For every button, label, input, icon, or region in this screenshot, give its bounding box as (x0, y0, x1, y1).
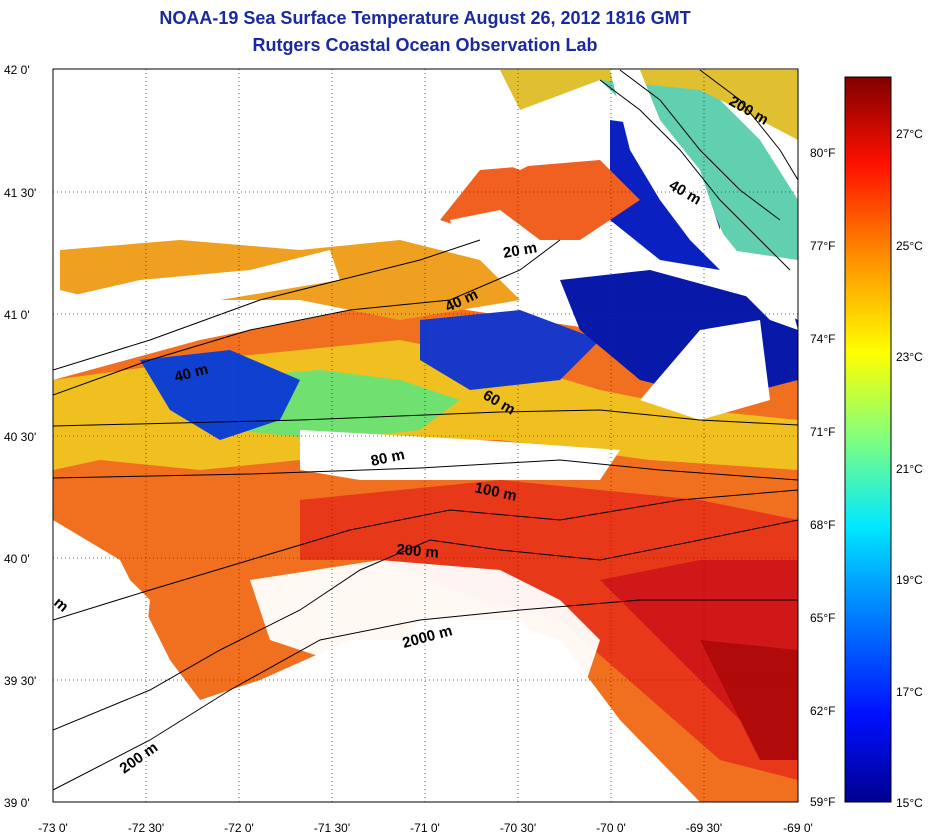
lon-label: -69 30' (686, 821, 722, 835)
map-subtitle: Rutgers Coastal Ocean Observation Lab (252, 35, 598, 55)
colorbar-gradient (844, 76, 892, 803)
lat-label: 42 0' (4, 63, 30, 77)
c-label: 19°C (896, 573, 923, 587)
lat-label: 41 0' (4, 308, 30, 322)
lon-label: -69 0' (783, 821, 813, 835)
f-label: 59°F (810, 795, 835, 809)
lat-label: 40 30' (4, 430, 36, 444)
f-label: 80°F (810, 146, 835, 160)
f-label: 71°F (810, 425, 835, 439)
f-label: 65°F (810, 611, 835, 625)
lon-label: -72 0' (224, 821, 254, 835)
lon-label: -70 0' (596, 821, 626, 835)
lat-label: 41 30' (4, 186, 36, 200)
c-label: 23°C (896, 350, 923, 364)
contour-label: 20 m (502, 239, 539, 262)
longitude-labels: -73 0' -72 30' -72 0' -71 30' -71 0' -70… (38, 821, 813, 835)
c-label: 15°C (896, 796, 923, 810)
contour-label: 80 m (369, 446, 406, 470)
lat-label: 40 0' (4, 552, 30, 566)
c-label: 17°C (896, 685, 923, 699)
c-label: 21°C (896, 462, 923, 476)
lon-label: -70 30' (500, 821, 536, 835)
c-label: 25°C (896, 239, 923, 253)
bathymetry-contours (53, 69, 798, 791)
colorbar: 80°F 77°F 74°F 71°F 68°F 65°F 62°F 59°F … (810, 76, 923, 810)
f-label: 62°F (810, 704, 835, 718)
latitude-labels: 42 0' 41 30' 41 0' 40 30' 40 0' 39 30' 3… (4, 63, 36, 810)
lat-label: 39 0' (4, 796, 30, 810)
lon-label: -73 0' (38, 821, 68, 835)
contour-label: 200 m (396, 541, 440, 562)
f-label: 74°F (810, 332, 835, 346)
lat-label: 39 30' (4, 674, 36, 688)
map-frame (52, 68, 799, 803)
graticule (53, 69, 798, 802)
f-label: 77°F (810, 239, 835, 253)
c-label: 27°C (896, 127, 923, 141)
lon-label: -72 30' (128, 821, 164, 835)
lon-label: -71 0' (410, 821, 440, 835)
sst-field (53, 69, 798, 802)
fahrenheit-labels: 80°F 77°F 74°F 71°F 68°F 65°F 62°F 59°F (810, 146, 835, 809)
celsius-labels: 27°C 25°C 23°C 21°C 19°C 17°C 15°C (896, 127, 923, 810)
lon-label: -71 30' (314, 821, 350, 835)
f-label: 68°F (810, 518, 835, 532)
map-title: NOAA-19 Sea Surface Temperature August 2… (159, 8, 691, 28)
